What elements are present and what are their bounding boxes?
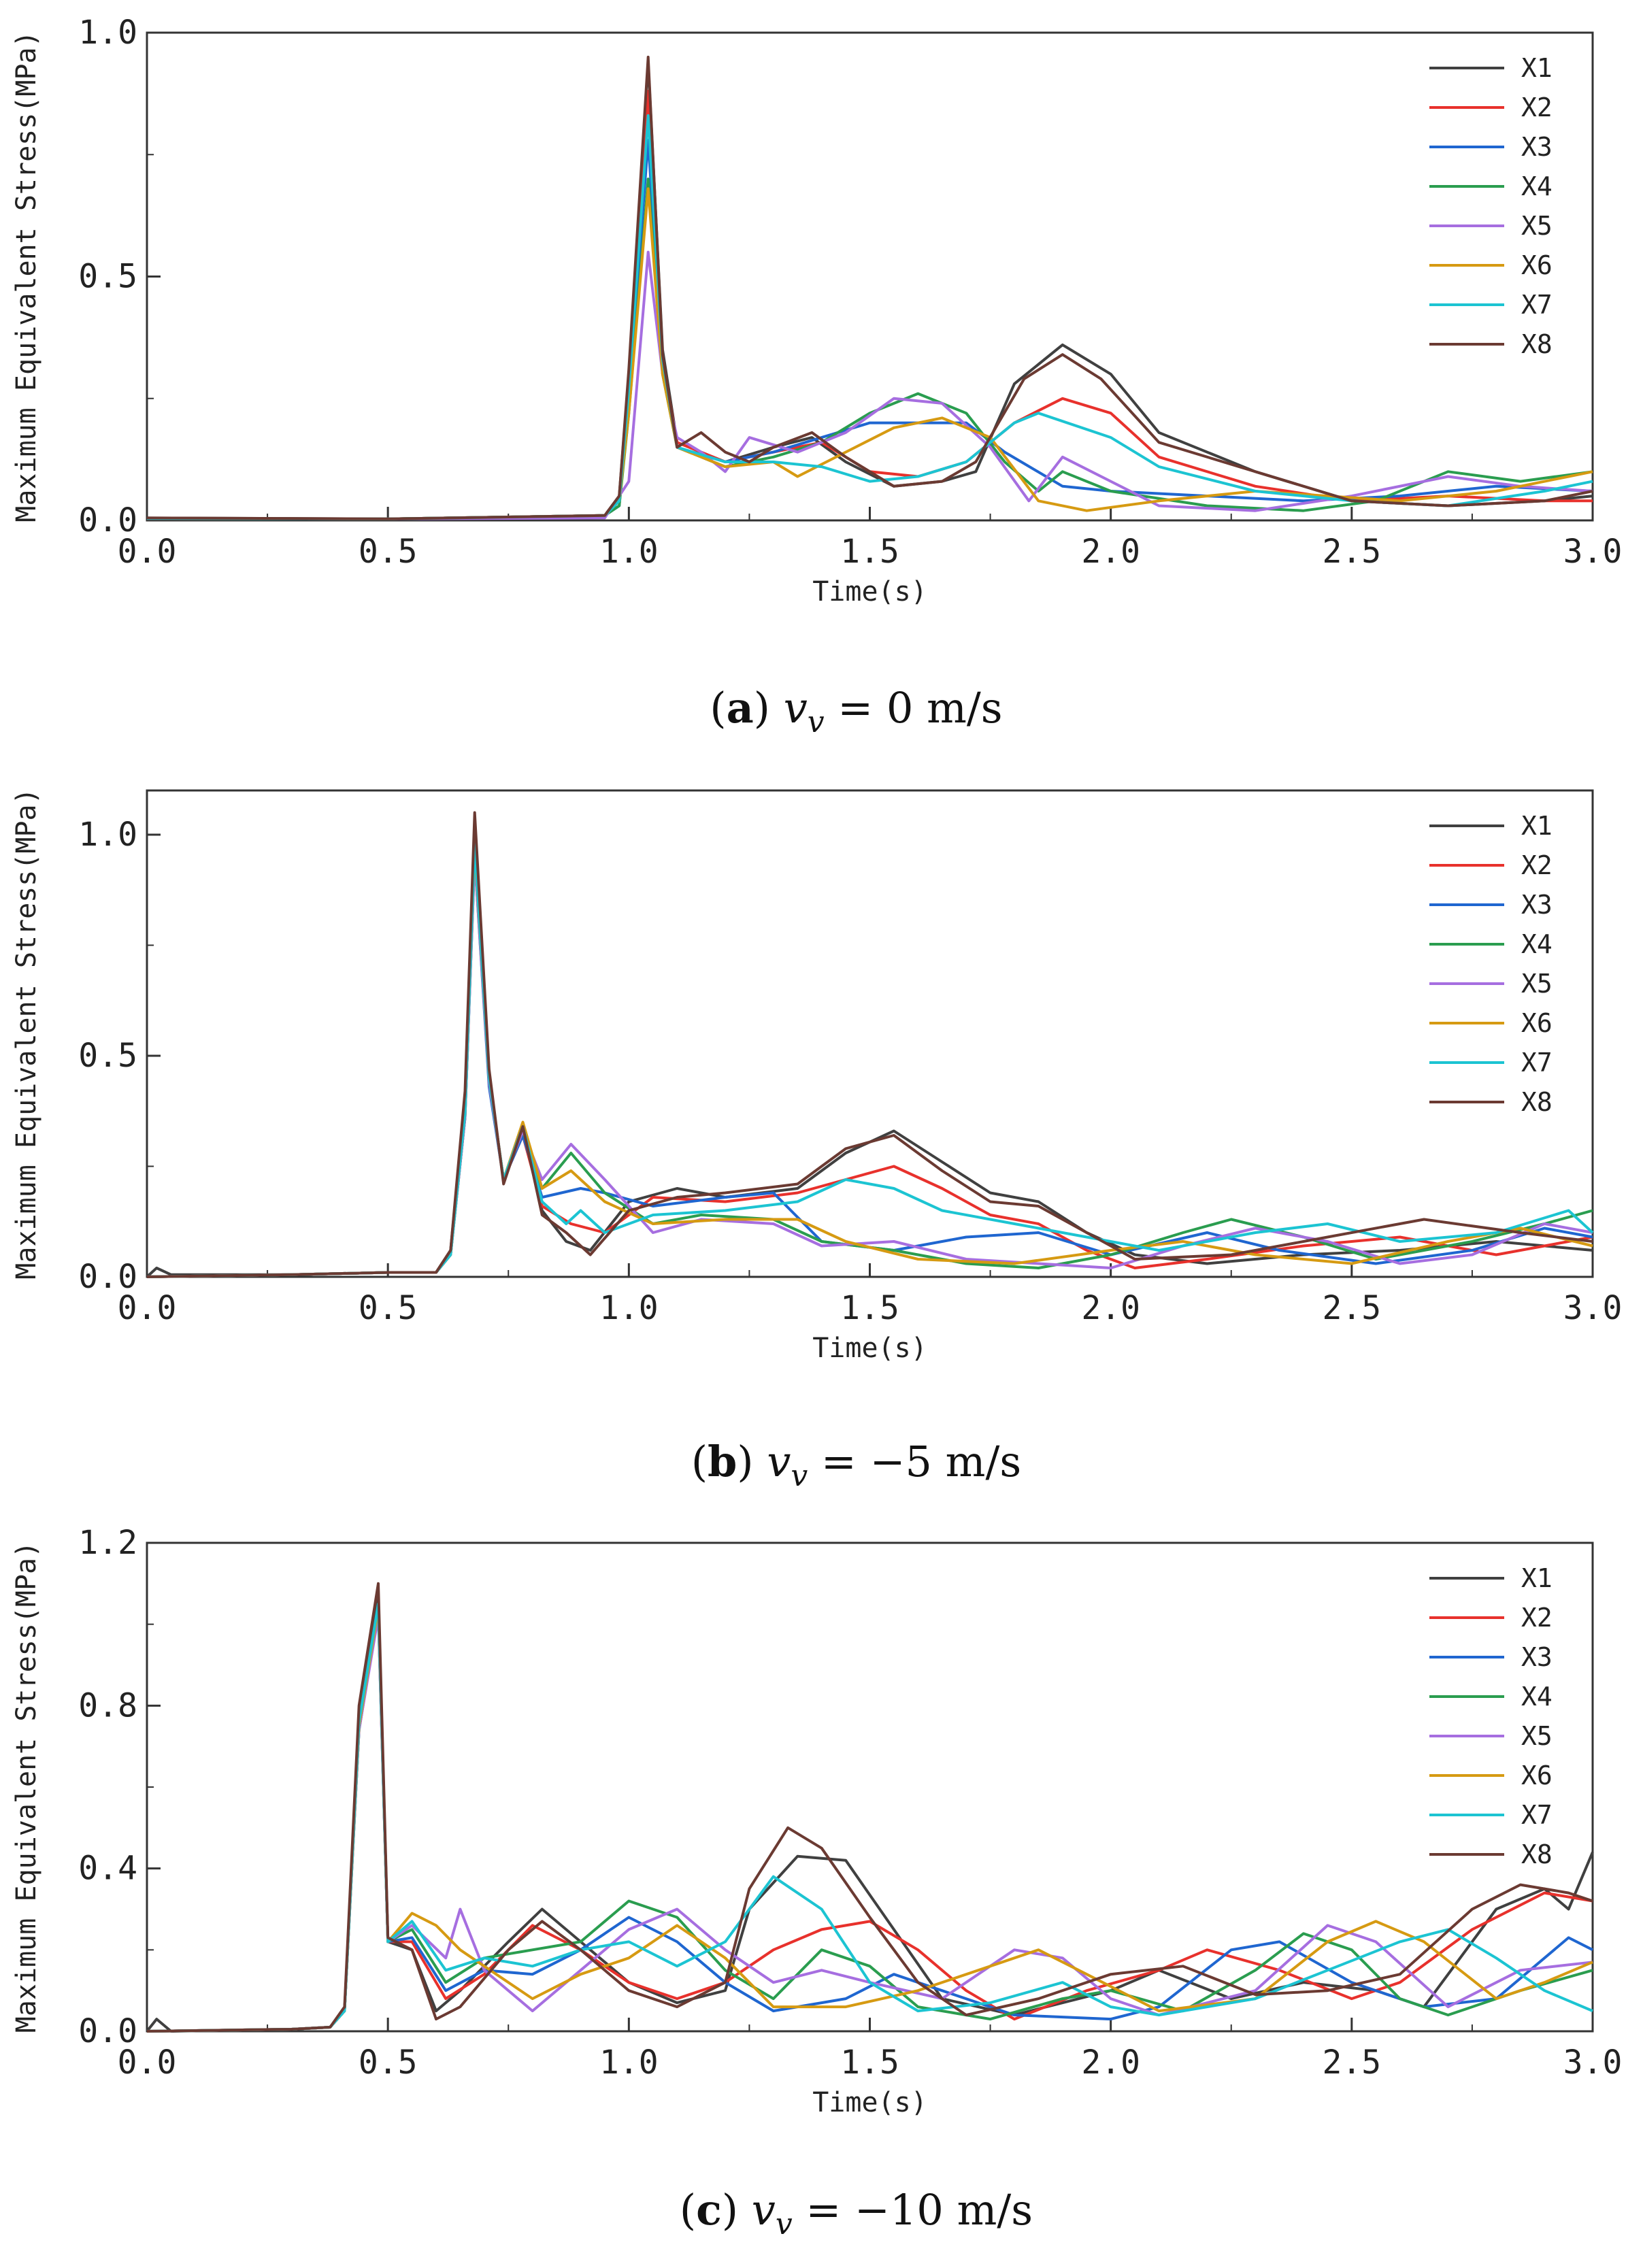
- caption-spacer: [738, 2185, 752, 2235]
- caption-paren-open: (: [710, 683, 726, 733]
- series-line-x5: [146, 250, 1593, 520]
- x-tick-label: 1.5: [840, 1289, 899, 1327]
- legend-label-x7: X7: [1521, 1048, 1553, 1078]
- caption-var: v: [767, 1437, 791, 1486]
- x-tick-label: 1.0: [599, 1289, 659, 1327]
- y-tick-label: 0.5: [78, 258, 137, 296]
- series-line-x7: [146, 1602, 1593, 2033]
- legend-label-x6: X6: [1521, 1761, 1553, 1790]
- y-tick-label: 1.0: [78, 816, 137, 854]
- legend-label-x1: X1: [1521, 1563, 1553, 1593]
- x-tick-label: 2.0: [1081, 2044, 1140, 2082]
- caption-paren-close: ): [754, 683, 770, 733]
- caption-letter: b: [708, 1437, 737, 1486]
- y-axis-title: Maximum Equivalent Stress(MPa): [11, 788, 42, 1279]
- chart-panel-c: 0.0 0.5 1.0 1.5 2.0 2.5 3.0 0.0 0.4 0.8 1.2 Time(s)…: [11, 1524, 1622, 2241]
- legend-label-x3: X3: [1521, 132, 1553, 162]
- legend-label-x4: X4: [1521, 1682, 1553, 1712]
- x-tick-label: 3.0: [1563, 533, 1623, 571]
- caption-letter: a: [727, 683, 754, 733]
- legend-label-x3: X3: [1521, 890, 1553, 920]
- caption-var: v: [752, 2185, 776, 2235]
- panel-caption: (a) vv = 0 m/s: [710, 683, 1002, 739]
- y-tick-label: 0.0: [78, 2012, 137, 2050]
- x-tick-label: 1.5: [840, 533, 899, 571]
- legend-label-x5: X5: [1521, 969, 1553, 999]
- legend-label-x6: X6: [1521, 250, 1553, 280]
- x-tick-label: 2.5: [1322, 1289, 1381, 1327]
- x-axis-title: Time(s): [812, 576, 927, 607]
- x-tick-label: 0.0: [118, 533, 177, 571]
- x-tick-label: 1.0: [599, 533, 659, 571]
- caption-rest: = 0 m/s: [825, 683, 1003, 733]
- legend-label-x7: X7: [1521, 1800, 1553, 1830]
- caption-paren-close: ): [722, 2185, 738, 2235]
- legend-label-x8: X8: [1521, 329, 1553, 359]
- x-tick-label: 3.0: [1563, 2044, 1623, 2082]
- legend-label-x1: X1: [1521, 53, 1553, 83]
- x-tick-label: 0.5: [359, 533, 418, 571]
- caption-sub: v: [808, 705, 825, 739]
- x-tick-label: 2.0: [1081, 533, 1140, 571]
- x-tick-label: 2.5: [1322, 533, 1381, 571]
- series-line-x8: [146, 1582, 1593, 2033]
- y-tick-label: 1.2: [78, 1524, 137, 1562]
- caption-letter: c: [696, 2185, 722, 2235]
- caption-paren-open: (: [680, 2185, 696, 2235]
- caption-rest: = −5 m/s: [808, 1437, 1021, 1486]
- legend-label-x5: X5: [1521, 211, 1553, 241]
- chart-panel-a: 0.0 0.5 1.0 1.5 2.0 2.5 3.0 0.0 0.5 1.0 Time(s) Max…: [11, 14, 1622, 739]
- x-tick-label: 0.0: [118, 1289, 177, 1327]
- legend-label-x2: X2: [1521, 1603, 1553, 1633]
- series-line-x8: [146, 55, 1593, 520]
- caption-sub: v: [791, 1458, 808, 1493]
- legend-label-x1: X1: [1521, 811, 1553, 841]
- caption-sub: v: [776, 2207, 793, 2241]
- caption-paren-close: ): [737, 1437, 753, 1486]
- y-tick-label: 0.5: [78, 1037, 137, 1075]
- x-tick-label: 0.5: [359, 2044, 418, 2082]
- x-tick-label: 3.0: [1563, 1289, 1623, 1327]
- x-tick-label: 0.5: [359, 1289, 418, 1327]
- y-tick-label: 0.0: [78, 501, 137, 539]
- legend-label-x8: X8: [1521, 1087, 1553, 1117]
- legend-label-x8: X8: [1521, 1839, 1553, 1869]
- x-axis-title: Time(s): [812, 1333, 927, 1364]
- legend-label-x7: X7: [1521, 290, 1553, 320]
- panel-caption: (b) vv = −5 m/s: [691, 1437, 1021, 1493]
- caption-rest: = −10 m/s: [793, 2185, 1033, 2235]
- series-line-x7: [146, 842, 1594, 1278]
- series-line-x8: [146, 811, 1593, 1278]
- caption-spacer: [770, 683, 784, 733]
- y-axis-title: Maximum Equivalent Stress(MPa): [11, 1541, 42, 2033]
- y-tick-label: 1.0: [78, 14, 137, 52]
- x-tick-label: 2.5: [1322, 2044, 1381, 2082]
- legend-label-x5: X5: [1521, 1721, 1553, 1751]
- x-tick-label: 0.0: [118, 2044, 177, 2082]
- x-tick-label: 1.0: [599, 2044, 659, 2082]
- legend-label-x3: X3: [1521, 1642, 1553, 1672]
- caption-paren-open: (: [691, 1437, 708, 1486]
- panel-caption: (c) vv = −10 m/s: [680, 2185, 1033, 2241]
- x-tick-label: 2.0: [1081, 1289, 1140, 1327]
- y-tick-label: 0.0: [78, 1258, 137, 1296]
- caption-var: v: [784, 683, 808, 733]
- y-tick-label: 0.8: [78, 1686, 137, 1724]
- legend-label-x2: X2: [1521, 850, 1553, 880]
- legend-label-x6: X6: [1521, 1008, 1553, 1038]
- caption-spacer: [754, 1437, 767, 1486]
- x-axis-title: Time(s): [812, 2087, 927, 2118]
- y-tick-label: 0.4: [78, 1850, 137, 1888]
- legend-label-x2: X2: [1521, 93, 1553, 122]
- x-tick-label: 1.5: [840, 2044, 899, 2082]
- legend-label-x4: X4: [1521, 171, 1553, 201]
- chart-panel-b: 0.0 0.5 1.0 1.5 2.0 2.5 3.0 0.0 0.5 1.0 Time(s) Max…: [11, 788, 1622, 1493]
- legend-label-x4: X4: [1521, 929, 1553, 959]
- y-axis-title: Maximum Equivalent Stress(MPa): [11, 31, 42, 522]
